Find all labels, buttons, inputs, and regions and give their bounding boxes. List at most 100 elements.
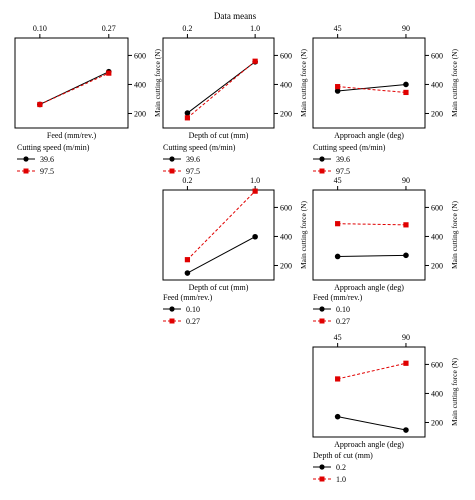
plot-frame [312,37,426,129]
y-tick-label: 200 [280,109,292,118]
legend-marker-square [169,168,175,174]
x-tick-label: 0.10 [33,24,47,33]
panel-angle-feed: 45 90 200 400 600 Main cutting force (N) Appro… [312,176,459,326]
y-tick-label: 200 [280,261,292,270]
legend-entry: 39.6 [336,155,350,164]
x-tick-label: 90 [402,176,410,185]
legend-marker-square [319,318,325,324]
x-axis-label: Approach angle (deg) [334,283,404,292]
y-tick-label: 400 [280,80,292,89]
legend-marker-square [169,318,175,324]
legend-entry: 0.10 [186,305,200,314]
panel-angle-cs: 45 90 200 400 600 Main cutting force (N) Appro… [312,24,459,176]
y-axis-label: Main cutting force (N) [153,48,162,117]
x-tick-label: 0.2 [182,24,192,33]
x-axis-label: Approach angle (deg) [334,440,404,449]
legend-entry: 97.5 [336,167,350,176]
y-tick-label: 400 [134,80,146,89]
y-tick-label: 200 [431,109,443,118]
legend-title: Cutting speed (m/min) [313,143,386,152]
legend-marker-square [23,168,29,174]
series-line-97.5 [187,60,256,119]
series-line-0.2 [337,416,407,431]
legend-marker-circle [319,156,325,162]
legend-entry: 1.0 [336,475,346,484]
x-tick-label: 45 [334,24,342,33]
data-point-square [252,188,258,194]
y-tick-label: 600 [431,51,443,60]
series-line-0.10 [337,254,406,257]
legend-marker-circle [319,464,325,470]
series-line-0.27 [337,223,406,226]
y-axis-label: Main cutting force (N) [299,48,308,117]
legend-marker-circle [23,156,29,162]
data-point-square [403,222,409,228]
data-point-circle [184,270,191,276]
y-tick-label: 400 [431,232,443,241]
panel-doc-feed: 0.2 1.0 200 400 600 Main cutting force (N) Dep… [162,176,308,326]
data-point-square [403,89,409,96]
panels: 0.10 0.27 200 400 600 Main cutting force (N) F… [14,24,459,484]
legend-entry: 97.5 [40,167,54,176]
y-tick-label: 600 [431,360,443,369]
y-axis-label: Main cutting force (N) [450,357,459,426]
legend-marker-square [319,168,325,174]
y-tick-label: 400 [431,389,443,398]
data-point-circle [403,252,409,259]
data-point-square [335,84,341,90]
panel-doc-cs: 0.2 1.0 200 400 600 Main cutting force (N) Dep… [162,24,308,176]
x-tick-label: 90 [402,333,410,342]
data-point-square [184,257,191,263]
y-tick-label: 600 [280,51,292,60]
x-tick-label: 1.0 [250,176,260,185]
y-tick-label: 200 [134,109,146,118]
legend-entry: 0.2 [336,463,346,472]
y-tick-label: 400 [431,80,443,89]
x-tick-label: 0.27 [102,24,116,33]
panel-angle-doc: 45 90 200 400 600 Main cutting force (N) Appro… [312,333,459,484]
data-point-circle [334,253,341,260]
x-axis-label: Feed (mm/rev.) [47,131,97,140]
x-tick-label: 0.2 [182,176,192,185]
legend-title: Feed (mm/rev.) [163,293,213,302]
data-point-circle [184,110,191,116]
figure-title: Data means [214,11,257,21]
legend-title: Cutting speed (m/min) [163,143,236,152]
legend-title: Cutting speed (m/min) [17,143,90,152]
data-point-circle [334,88,341,94]
data-point-square [106,70,112,76]
y-axis-label: Main cutting force (N) [299,200,308,269]
legend-marker-circle [319,306,325,312]
x-axis-label: Approach angle (deg) [334,131,404,140]
series-line-0.27 [187,190,256,261]
data-point-square [184,115,191,121]
data-point-square [252,58,258,64]
legend-entry: 0.27 [186,317,200,326]
x-axis-label: Depth of cut (mm) [189,283,249,292]
y-tick-label: 400 [280,232,292,241]
legend-marker-circle [169,306,175,312]
x-tick-label: 45 [334,176,342,185]
x-tick-label: 90 [402,24,410,33]
data-point-square [37,101,43,108]
panel-feed-cs: 0.10 0.27 200 400 600 Main cutting force (N) F… [14,24,162,176]
legend-title: Depth of cut (mm) [313,451,373,460]
x-tick-label: 1.0 [250,24,260,33]
data-point-circle [403,427,409,433]
plot-frame [162,189,275,281]
data-point-square [403,360,409,366]
plot-frame [162,37,275,129]
series-line-39.6 [187,61,256,114]
x-axis-label: Depth of cut (mm) [189,131,249,140]
data-point-circle [334,413,341,420]
y-tick-label: 200 [431,418,443,427]
y-tick-label: 200 [431,261,443,270]
data-point-square [335,221,341,227]
series-line-97.5 [337,86,407,93]
data-point-circle [252,233,258,240]
legend-entry: 39.6 [186,155,200,164]
legend-entry: 0.10 [336,305,350,314]
plot-frame [312,189,426,281]
y-axis-label: Main cutting force (N) [450,48,459,117]
